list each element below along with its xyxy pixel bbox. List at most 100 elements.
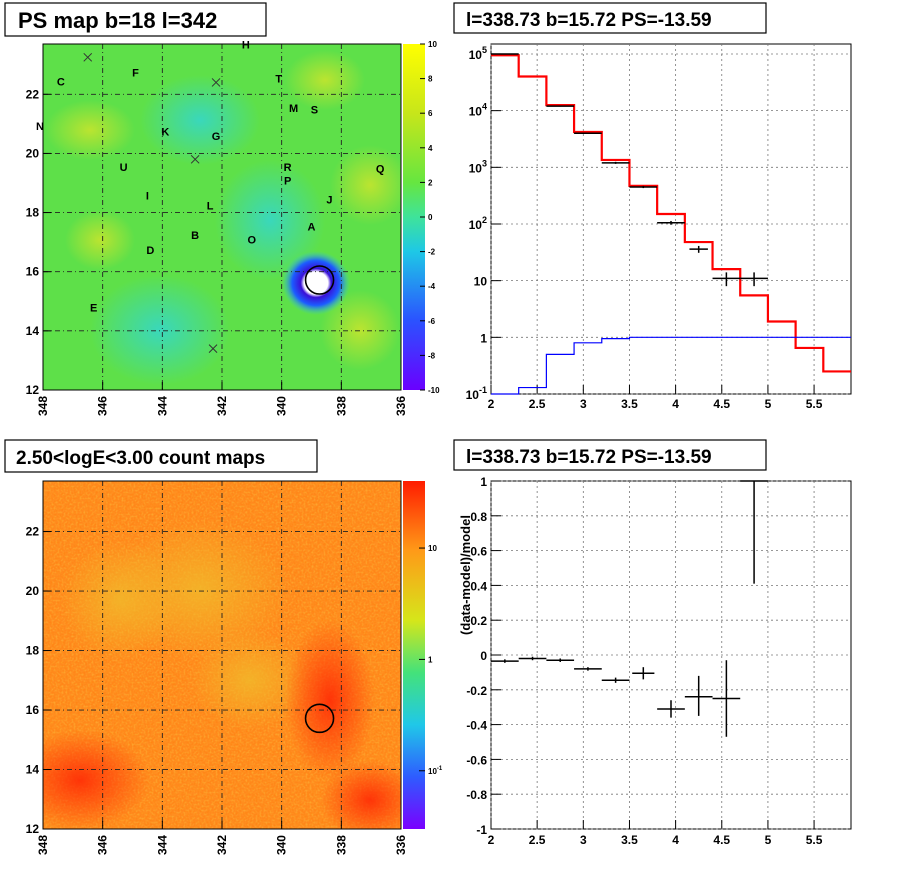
y-tick-label: 14 xyxy=(26,324,40,338)
title-bottom-left: 2.50<logE<3.00 count maps xyxy=(4,439,318,473)
x-tick-label: 342 xyxy=(215,835,229,855)
palette-tick-label: 10 xyxy=(428,40,437,49)
x-tick-label: 2.5 xyxy=(529,397,546,411)
y-tick-label: 1 xyxy=(480,331,487,345)
source-label: H xyxy=(242,39,250,51)
y-tick-label: 0.2 xyxy=(470,614,487,628)
y-tick-label: 12 xyxy=(26,383,40,397)
palette-tick-label: -8 xyxy=(428,351,436,360)
x-tick-label: 2.5 xyxy=(529,833,546,847)
y-tick-label: 10-1 xyxy=(466,385,487,402)
x-tick-label: 4.5 xyxy=(713,397,730,411)
x-tick-label: 346 xyxy=(96,835,110,855)
cross-marker xyxy=(211,78,221,87)
x-tick-label: 3.5 xyxy=(621,397,638,411)
y-tick-label: 14 xyxy=(26,763,40,777)
x-tick-label: 336 xyxy=(394,835,408,855)
y-tick-label: 104 xyxy=(469,102,487,119)
x-tick-label: 336 xyxy=(394,396,408,416)
plot-frame xyxy=(42,43,402,391)
source-label: E xyxy=(90,303,97,315)
x-tick-label: 5 xyxy=(765,397,772,411)
x-tick-label: 5 xyxy=(765,833,772,847)
palette-tick-label: 4 xyxy=(428,144,433,153)
source-label: K xyxy=(161,127,169,139)
title-top-left: PS map b=18 l=342 xyxy=(4,2,267,37)
x-tick-label: 2 xyxy=(488,397,495,411)
cross-marker xyxy=(190,154,200,164)
y-tick-label: 10 xyxy=(474,275,488,289)
x-tick-label: 5.5 xyxy=(806,833,823,847)
cross-marker xyxy=(208,344,218,353)
title-bottom-right-text: l=338.73 b=15.72 PS=-13.59 xyxy=(466,447,712,468)
y-tick-label: 18 xyxy=(26,644,40,658)
y-tick-label: 0.6 xyxy=(470,545,487,559)
palette-tick-label: 0 xyxy=(428,213,433,222)
palette-tick-label: 8 xyxy=(428,75,433,84)
x-tick-label: 342 xyxy=(215,396,229,416)
x-tick-label: 338 xyxy=(334,835,348,855)
source-circle xyxy=(304,265,335,295)
source-label: I xyxy=(146,190,149,202)
y-tick-label: -0.2 xyxy=(466,684,487,698)
x-tick-label: 340 xyxy=(275,835,289,855)
palette-tick-label: -6 xyxy=(428,317,436,326)
y-tick-label: -0.6 xyxy=(466,753,487,767)
x-tick-label: 346 xyxy=(96,396,110,416)
y-tick-label: -1 xyxy=(476,823,487,837)
source-label: S xyxy=(311,104,318,116)
ps-palette xyxy=(403,44,425,390)
y-tick-label: 22 xyxy=(26,87,40,101)
series-step-line xyxy=(491,336,851,395)
source-label: D xyxy=(146,245,154,257)
x-tick-label: 4 xyxy=(672,397,679,411)
source-label: J xyxy=(326,195,332,207)
palette-tick-label: -4 xyxy=(428,282,436,291)
palette-tick-label: 2 xyxy=(428,178,433,187)
plot-frame xyxy=(490,43,852,395)
count-palette xyxy=(403,481,425,829)
source-label: P xyxy=(284,175,291,187)
source-label: L xyxy=(207,201,214,213)
y-tick-label: 22 xyxy=(26,525,40,539)
y-tick-label: 0.8 xyxy=(470,510,487,524)
x-tick-label: 3.5 xyxy=(621,833,638,847)
x-tick-label: 348 xyxy=(36,396,50,416)
source-label: C xyxy=(57,76,65,88)
source-label: G xyxy=(212,131,221,143)
palette-tick-label: 10-1 xyxy=(428,766,443,776)
y-tick-label: 20 xyxy=(26,584,40,598)
x-tick-label: 344 xyxy=(155,835,169,855)
palette-tick-label: 10 xyxy=(428,544,437,553)
y-tick-label: -0.4 xyxy=(466,719,487,733)
source-label: B xyxy=(191,230,199,242)
source-circle xyxy=(304,703,335,734)
y-tick-label: 20 xyxy=(26,146,40,160)
y-tick-label: 102 xyxy=(469,215,487,232)
x-tick-label: 3 xyxy=(580,397,587,411)
y-tick-label: 18 xyxy=(26,206,40,220)
source-label: M xyxy=(289,103,298,115)
title-bottom-left-text: 2.50<logE<3.00 count maps xyxy=(16,448,265,469)
source-label: N xyxy=(36,121,44,133)
x-tick-label: 338 xyxy=(334,396,348,416)
y-tick-label: -0.8 xyxy=(466,788,487,802)
plot-frame xyxy=(42,480,402,830)
source-label: U xyxy=(120,162,128,174)
source-label: F xyxy=(132,68,139,80)
y-tick-label: 0 xyxy=(480,649,487,663)
x-tick-label: 5.5 xyxy=(806,397,823,411)
x-tick-label: 348 xyxy=(36,835,50,855)
count-map-background xyxy=(43,481,401,829)
y-tick-label: 105 xyxy=(469,45,487,62)
title-top-right-text: l=338.73 b=15.72 PS=-13.59 xyxy=(466,10,712,31)
x-tick-label: 340 xyxy=(275,396,289,416)
source-label: A xyxy=(308,221,316,233)
y-tick-label: 1 xyxy=(480,475,487,489)
title-top-right: l=338.73 b=15.72 PS=-13.59 xyxy=(453,2,767,34)
source-label: R xyxy=(284,162,292,174)
palette-tick-label: 6 xyxy=(428,109,433,118)
palette-tick-label: -10 xyxy=(428,386,440,395)
x-tick-label: 2 xyxy=(488,833,495,847)
